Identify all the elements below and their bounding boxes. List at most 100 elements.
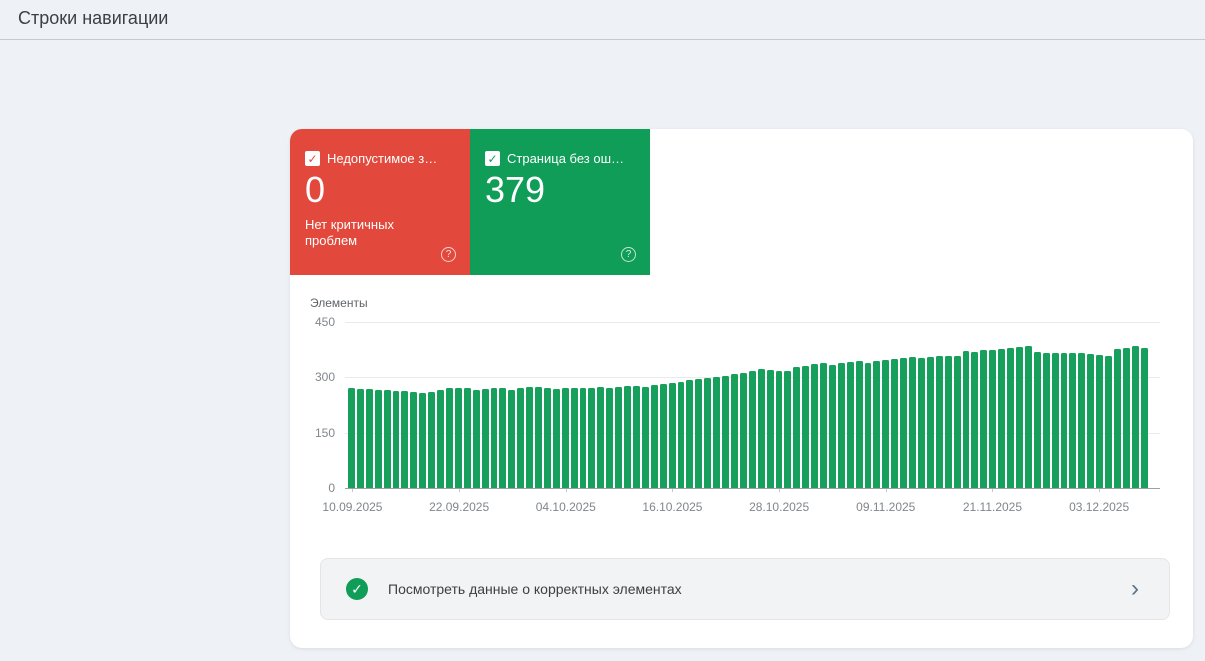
chart-bar[interactable] [419, 392, 427, 488]
chart-bar[interactable] [695, 379, 703, 488]
chart-bar[interactable] [348, 387, 355, 488]
chart-bar[interactable] [1042, 353, 1050, 488]
chart-bar[interactable] [1078, 353, 1086, 488]
chart-bar[interactable] [873, 361, 881, 488]
chart-bar[interactable] [1051, 352, 1059, 488]
chart-bar[interactable] [499, 387, 507, 488]
chart-bar[interactable] [998, 348, 1006, 488]
chart-bar[interactable] [1015, 347, 1023, 488]
chart-bar[interactable] [659, 384, 667, 488]
chart-bar[interactable] [971, 351, 979, 488]
chart-bar[interactable] [437, 389, 444, 488]
chart-bar[interactable] [989, 349, 997, 488]
gridline [345, 488, 1160, 489]
chart-bar[interactable] [1122, 347, 1130, 488]
chart-bar[interactable] [392, 390, 400, 488]
chart-bar[interactable] [472, 389, 480, 488]
chart-bar[interactable] [570, 388, 578, 488]
chart-bar[interactable] [926, 356, 934, 488]
chart-bar[interactable] [1096, 354, 1104, 488]
chart-bar[interactable] [463, 388, 471, 488]
chart-bar[interactable] [633, 385, 640, 488]
chart-bar[interactable] [704, 378, 712, 488]
chart-bar[interactable] [508, 390, 516, 488]
chart-bar[interactable] [517, 388, 525, 488]
chart-bar[interactable] [1024, 345, 1032, 488]
chart-bar[interactable] [846, 362, 854, 488]
chart-bar[interactable] [1033, 352, 1041, 488]
chart-bar[interactable] [1069, 352, 1077, 488]
chart-bar[interactable] [722, 375, 729, 488]
chart-bar[interactable] [686, 380, 694, 488]
chart-bar[interactable] [730, 374, 738, 488]
chart-bar[interactable] [597, 386, 605, 488]
chart-bar[interactable] [579, 388, 587, 488]
chart-bar[interactable] [802, 365, 810, 488]
chart-bar[interactable] [837, 363, 845, 488]
chart-bar[interactable] [811, 364, 819, 488]
chart-bar[interactable] [775, 371, 783, 488]
chart-bar[interactable] [855, 361, 863, 488]
chart-bar[interactable] [668, 383, 676, 488]
chart-bar[interactable] [1140, 348, 1148, 488]
chart-bar[interactable] [918, 357, 925, 488]
chart-bar[interactable] [944, 355, 952, 488]
checkbox-checked-icon[interactable]: ✓ [485, 151, 500, 166]
chart-bar[interactable] [766, 370, 774, 488]
chart-bar[interactable] [935, 355, 943, 488]
chart-bar[interactable] [713, 376, 721, 488]
chart-bar[interactable] [401, 391, 409, 488]
chart-bar[interactable] [962, 351, 970, 488]
view-valid-items-link[interactable]: ✓ Посмотреть данные о корректных элемент… [320, 558, 1170, 620]
chart-bar[interactable] [900, 357, 908, 488]
chart-bar[interactable] [356, 388, 364, 488]
chart-bar[interactable] [677, 381, 685, 488]
chart-bar[interactable] [784, 370, 792, 488]
error-summary-card[interactable]: ✓ Недопустимое з… 0 Нет критичных пробле… [290, 129, 470, 275]
chart-bar[interactable] [481, 389, 489, 488]
chart-bar[interactable] [365, 389, 373, 488]
chart-bar[interactable] [1087, 353, 1095, 488]
chart-bar[interactable] [748, 371, 756, 488]
chart-bar[interactable] [650, 385, 658, 488]
chart-bar[interactable] [526, 386, 534, 488]
chart-bar[interactable] [793, 367, 801, 488]
chart-bar[interactable] [561, 387, 569, 488]
chart-bar[interactable] [624, 386, 631, 488]
chart-bar[interactable] [383, 389, 391, 488]
chart-bar[interactable] [739, 372, 747, 488]
chart-bar[interactable] [428, 391, 436, 488]
chart-bar[interactable] [410, 392, 418, 488]
chart-bar[interactable] [909, 357, 916, 488]
chart-bar[interactable] [1113, 349, 1121, 488]
chart-bar[interactable] [552, 389, 560, 488]
chart-bar[interactable] [1060, 352, 1068, 488]
chart-bar[interactable] [641, 386, 649, 488]
chart-bar[interactable] [606, 387, 614, 488]
chart-bar[interactable] [1131, 345, 1139, 488]
chart-bar[interactable] [891, 358, 899, 488]
chart-bar[interactable] [980, 350, 988, 488]
valid-summary-card[interactable]: ✓ Страница без ош… 379 ? [470, 129, 650, 275]
checkbox-checked-icon[interactable]: ✓ [305, 151, 320, 166]
chart-bar[interactable] [588, 387, 596, 488]
help-icon[interactable]: ? [441, 247, 456, 262]
chart-bar[interactable] [374, 389, 382, 488]
help-icon[interactable]: ? [621, 247, 636, 262]
chart-bar[interactable] [1105, 355, 1112, 488]
chart-bar[interactable] [535, 386, 542, 488]
chart-bar[interactable] [490, 388, 498, 488]
chart-bar[interactable] [864, 362, 872, 488]
chevron-right-icon[interactable]: › [1131, 575, 1139, 602]
chart-bar[interactable] [828, 364, 836, 488]
chart-bar[interactable] [1007, 347, 1014, 488]
chart-bar[interactable] [882, 360, 890, 488]
chart-bar[interactable] [543, 387, 551, 488]
chart-bar[interactable] [454, 387, 462, 488]
chart-bar[interactable] [615, 386, 623, 488]
chart-bar[interactable] [953, 356, 961, 488]
chart-bar[interactable] [820, 363, 827, 488]
chart-bar[interactable] [445, 388, 453, 488]
chart-bar[interactable] [757, 369, 765, 488]
error-card-label: Недопустимое з… [327, 151, 438, 166]
